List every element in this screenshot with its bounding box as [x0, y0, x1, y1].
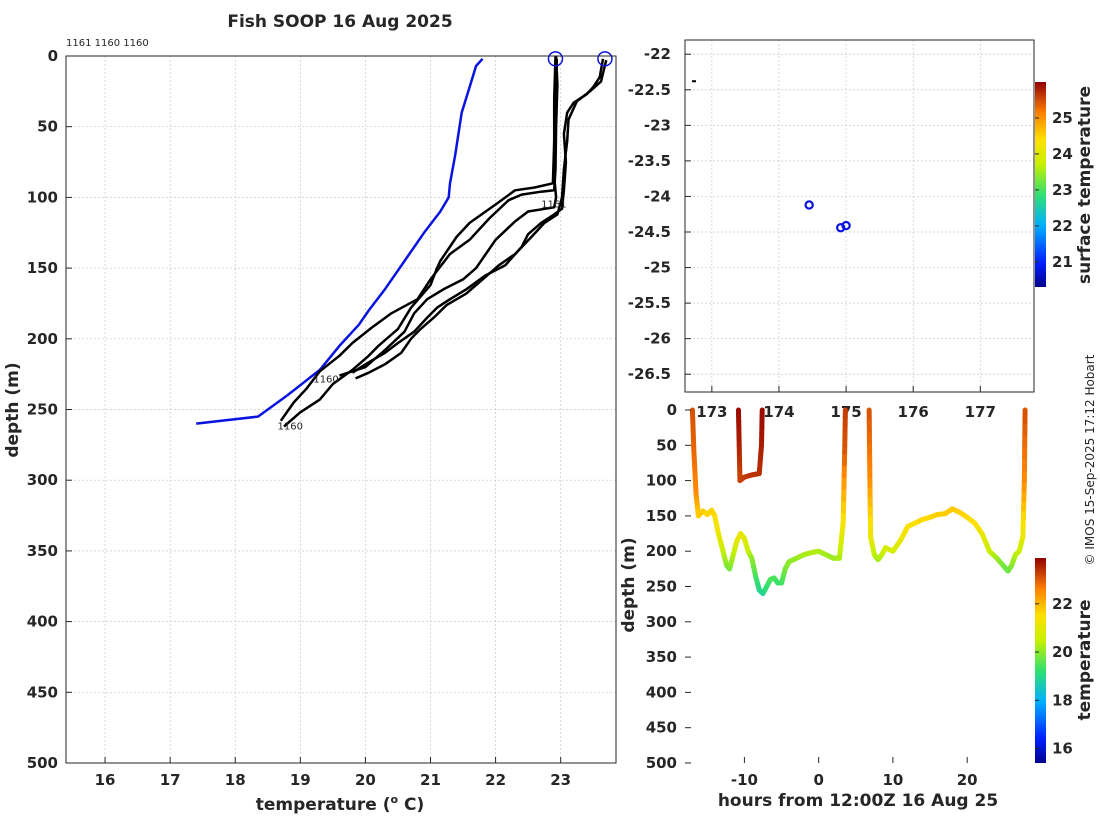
- section-y-tick-label: 150: [646, 507, 677, 525]
- profile-x-tick-label: 20: [355, 771, 376, 789]
- section-y-tick-label: 200: [646, 542, 677, 560]
- section-y-tick-label: 350: [646, 648, 677, 666]
- profile-x-tick-label: 23: [550, 771, 571, 789]
- profile-y-tick-label: 300: [27, 471, 58, 489]
- climatology-line: [196, 57, 484, 425]
- section-x-tick-label: -10: [731, 771, 758, 789]
- temperature-colorbar-ticks: 16 18 20 22: [1035, 595, 1073, 758]
- profile-y-tick-label: 250: [27, 401, 58, 419]
- profile-markers-layer: 1161 1160 1160: [278, 51, 613, 432]
- temperature-colorbar-tick-label: 20: [1052, 643, 1073, 661]
- profile-drop-label: 1160: [278, 421, 303, 432]
- map-y-tick-label: -22: [644, 45, 671, 63]
- section-y-tick-label: 100: [646, 472, 677, 490]
- map-panel: 173174175176177-22-22.5-23-23.5-24-24.5-…: [628, 39, 1095, 421]
- map-y-tick-label: -25: [644, 259, 671, 277]
- surface-colorbar-tick-label: 22: [1052, 217, 1073, 235]
- map-x-tick-label: 173: [696, 403, 727, 421]
- temperature-colorbar-tick-label: 16: [1052, 740, 1073, 758]
- profile-series-layer: [196, 55, 608, 428]
- profile-y-tick-label: 150: [27, 259, 58, 277]
- map-y-tick-label: -25.5: [628, 294, 671, 312]
- section-y-tick-label: 250: [646, 578, 677, 596]
- map-y-tick-label: -24.5: [628, 223, 671, 241]
- surface-temperature-colorbar: [1035, 82, 1046, 287]
- drop-position-marker: [841, 220, 851, 231]
- profile-ticks-layer: 16 17 18 19 20 21 22 23 0 50 100 150 200 250 300 350 400…: [27, 47, 571, 789]
- surface-colorbar-tick-label: 24: [1052, 145, 1073, 163]
- map-x-tick-label: 177: [965, 403, 996, 421]
- surface-colorbar-tick-label: 21: [1052, 253, 1073, 271]
- section-x-tick-label: 0: [813, 771, 823, 789]
- profile-y-label: depth (m): [3, 362, 23, 457]
- profile-drop-label: 1161: [541, 199, 566, 210]
- map-y-tick-label: -26.5: [628, 365, 671, 383]
- profile-title: Fish SOOP 16 Aug 2025: [227, 12, 452, 32]
- xbt-profile-line: [351, 58, 605, 374]
- profile-x-tick-label: 18: [225, 771, 246, 789]
- section-y-tick-label: 400: [646, 683, 677, 701]
- map-y-tick-label: -23.5: [628, 152, 671, 170]
- surface-colorbar-tick-label: 23: [1052, 181, 1073, 199]
- profile-x-label: temperature (o C): [256, 793, 425, 815]
- profile-axes-frame: [65, 55, 617, 764]
- map-axes-frame: [684, 39, 1035, 393]
- temperature-colorbar-tick-label: 18: [1052, 691, 1073, 709]
- profile-y-tick-label: 350: [27, 542, 58, 560]
- profile-drop-label: 1160: [313, 375, 338, 386]
- xbt-profile-line: [283, 55, 557, 428]
- profile-x-tick-label: 16: [95, 771, 116, 789]
- section-y-tick-label: 0: [667, 401, 677, 419]
- xbt-profile-line: [355, 59, 608, 380]
- section-y-tick-label: 500: [646, 754, 677, 772]
- xbt-profile-line: [339, 58, 559, 377]
- map-y-tick-label: -22.5: [628, 81, 671, 99]
- temperature-colorbar-label: temperature: [1075, 599, 1095, 720]
- profile-y-tick-label: 100: [27, 188, 58, 206]
- profile-top-labels: 1161 1160 1160: [66, 38, 149, 49]
- map-x-tick-label: 176: [898, 403, 929, 421]
- profile-start-marker: [597, 51, 613, 67]
- profile-y-tick-label: 0: [48, 47, 58, 65]
- map-grid: [685, 40, 1034, 392]
- profile-x-tick-label: 17: [160, 771, 181, 789]
- section-y-label: depth (m): [619, 537, 639, 632]
- profile-y-tick-label: 450: [27, 683, 58, 701]
- profile-y-tick-label: 200: [27, 330, 58, 348]
- section-y-tick-label: 300: [646, 613, 677, 631]
- map-y-tick-label: -24: [644, 187, 671, 205]
- temperature-colorbar-tick-label: 22: [1052, 595, 1073, 613]
- section-trace-layer: [689, 407, 1028, 597]
- section-x-tick-label: 10: [882, 771, 903, 789]
- profile-x-tick-label: 22: [485, 771, 506, 789]
- map-y-tick-label: -26: [644, 330, 671, 348]
- profile-panel: Fish SOOP 16 Aug 2025 1161 1160 1160 116…: [3, 12, 617, 815]
- map-points-layer: [692, 80, 851, 233]
- profile-y-tick-label: 400: [27, 613, 58, 631]
- map-ticks-layer: 173174175176177-22-22.5-23-23.5-24-24.5-…: [628, 45, 996, 421]
- surface-colorbar-label: surface temperature: [1075, 86, 1095, 284]
- map-y-tick-label: -23: [644, 116, 671, 134]
- profile-x-tick-label: 19: [290, 771, 311, 789]
- map-x-tick-label: 174: [763, 403, 794, 421]
- section-y-tick-label: 450: [646, 719, 677, 737]
- surface-colorbar-ticks: 21 22 23 24 25: [1035, 109, 1073, 271]
- profile-y-tick-label: 50: [37, 118, 58, 136]
- temperature-colorbar: [1035, 558, 1046, 763]
- drop-position-marker: [804, 200, 814, 210]
- section-x-tick-label: 20: [957, 771, 978, 789]
- profile-start-marker: [547, 51, 564, 67]
- section-y-tick-label: 50: [656, 436, 677, 454]
- surface-colorbar-tick-label: 25: [1052, 109, 1073, 127]
- profile-grid: [66, 55, 616, 764]
- profile-x-tick-label: 21: [420, 771, 441, 789]
- copyright-credit: © IMOS 15-Sep-2025 17:12 Hobart: [1083, 354, 1097, 565]
- profile-y-tick-label: 500: [27, 754, 58, 772]
- section-x-label: hours from 12:00Z 16 Aug 25: [718, 791, 998, 811]
